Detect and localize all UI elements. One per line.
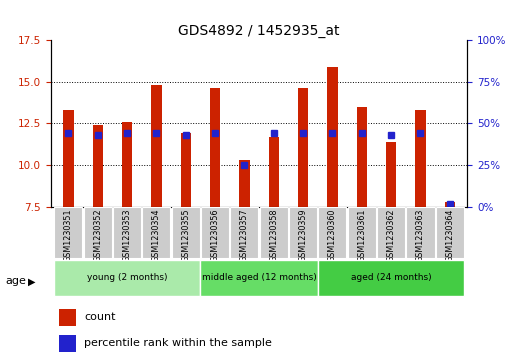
Text: GSM1230354: GSM1230354 [152,208,161,262]
Text: percentile rank within the sample: percentile rank within the sample [84,338,272,348]
Text: GSM1230358: GSM1230358 [269,208,278,262]
Text: count: count [84,312,116,322]
Text: GSM1230355: GSM1230355 [181,208,190,262]
FancyBboxPatch shape [201,260,318,295]
Bar [151,85,162,207]
Bar [122,122,132,207]
Bar [269,137,279,207]
Text: age: age [5,276,26,286]
Bar [386,142,396,207]
Text: GSM1230360: GSM1230360 [328,208,337,262]
Text: GSM1230362: GSM1230362 [387,208,396,262]
Text: GSM1230352: GSM1230352 [93,208,102,262]
FancyBboxPatch shape [377,207,405,258]
Title: GDS4892 / 1452935_at: GDS4892 / 1452935_at [178,24,340,37]
FancyBboxPatch shape [347,207,376,258]
Text: GSM1230356: GSM1230356 [211,208,219,262]
Bar [59,335,76,352]
FancyBboxPatch shape [84,207,112,258]
FancyBboxPatch shape [54,207,82,258]
Text: GSM1230351: GSM1230351 [64,208,73,262]
FancyBboxPatch shape [319,207,346,258]
Bar [181,134,191,207]
Bar [298,88,308,207]
FancyBboxPatch shape [436,207,464,258]
FancyBboxPatch shape [318,260,464,295]
Bar [357,107,367,207]
Text: GSM1230363: GSM1230363 [416,208,425,262]
Text: GSM1230359: GSM1230359 [299,208,307,262]
Text: ▶: ▶ [28,276,36,286]
Bar [59,309,76,326]
Text: aged (24 months): aged (24 months) [351,273,431,282]
FancyBboxPatch shape [230,207,259,258]
Text: middle aged (12 months): middle aged (12 months) [202,273,316,282]
FancyBboxPatch shape [289,207,317,258]
Bar [210,88,220,207]
FancyBboxPatch shape [142,207,171,258]
FancyBboxPatch shape [113,207,141,258]
FancyBboxPatch shape [172,207,200,258]
Bar [92,125,103,207]
Text: GSM1230357: GSM1230357 [240,208,249,262]
Bar [444,202,455,207]
FancyBboxPatch shape [54,260,201,295]
FancyBboxPatch shape [406,207,434,258]
Bar [327,67,337,207]
FancyBboxPatch shape [260,207,288,258]
Text: GSM1230364: GSM1230364 [445,208,454,262]
Text: GSM1230361: GSM1230361 [357,208,366,262]
Bar [64,110,74,207]
Bar [239,160,249,207]
FancyBboxPatch shape [201,207,229,258]
Text: GSM1230353: GSM1230353 [122,208,132,262]
Text: young (2 months): young (2 months) [87,273,167,282]
Bar [415,110,426,207]
